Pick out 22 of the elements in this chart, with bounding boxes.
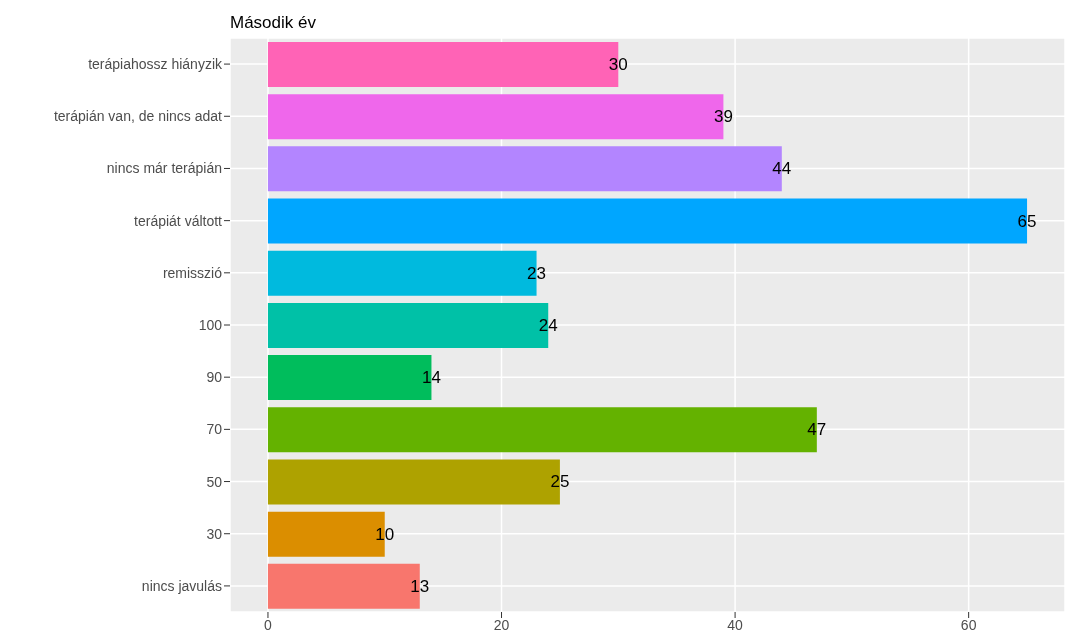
- y-tick-label: 30: [206, 525, 223, 542]
- y-tick-label: terápiahossz hiányzik: [88, 56, 223, 73]
- data-label: 44: [772, 159, 792, 179]
- chart-title: Második év: [229, 12, 317, 34]
- data-label: 30: [608, 55, 628, 74]
- y-tick-label: nincs már terápián: [106, 160, 222, 177]
- data-label: 25: [550, 472, 570, 492]
- x-tick-label: 20: [493, 616, 510, 633]
- x-tick-label: 40: [727, 616, 744, 633]
- y-tick-label: 90: [206, 369, 223, 386]
- x-tick-label: 0: [264, 616, 273, 633]
- y-tick-label: terápiát váltott: [134, 212, 223, 229]
- y-tick-label: remisszió: [162, 264, 223, 281]
- data-label: 39: [713, 107, 733, 127]
- y-tick-label: terápián van, de nincs adat: [53, 108, 223, 125]
- y-tick-label: 70: [206, 421, 223, 438]
- data-label: 13: [410, 576, 430, 596]
- y-tick-label: nincs javulás: [141, 577, 222, 594]
- y-tick-label: 100: [198, 316, 223, 333]
- data-label: 65: [1017, 211, 1037, 231]
- x-tick-label: 60: [960, 616, 977, 633]
- y-tick-label: 50: [206, 473, 223, 490]
